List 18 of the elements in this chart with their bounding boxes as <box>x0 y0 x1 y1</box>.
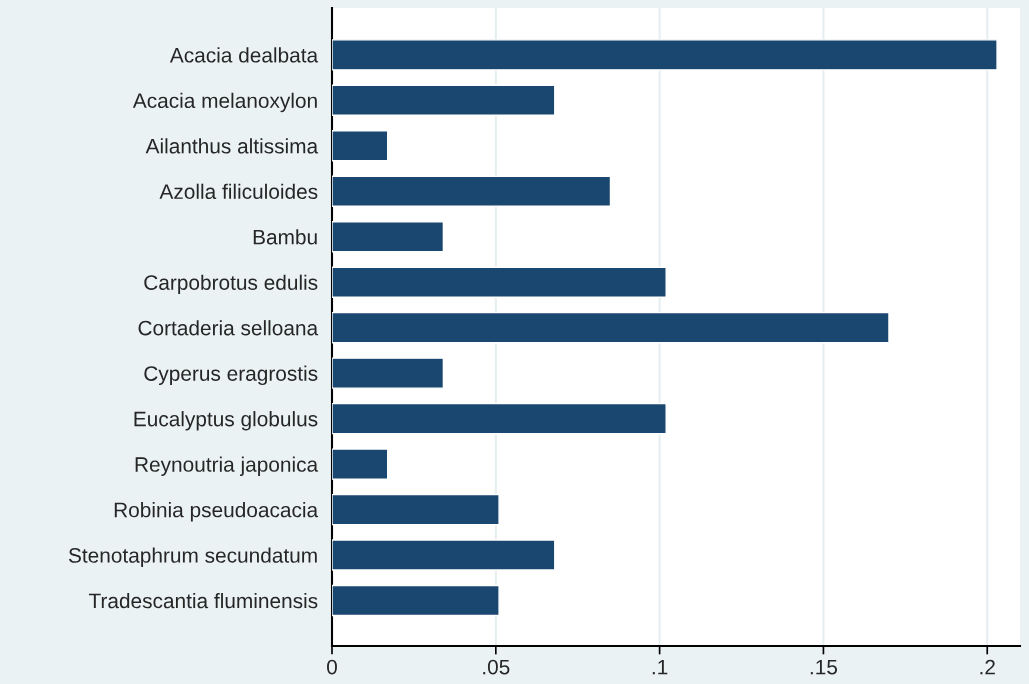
y-tick-label: Cortaderia selloana <box>138 320 319 336</box>
x-tick-label: .15 <box>810 659 838 675</box>
y-tick-label: Robinia pseudoacacia <box>114 502 319 522</box>
y-tick-label: Cyperus eragrostis <box>144 365 318 386</box>
y-tick-label: Reynoutria japonica <box>135 456 319 476</box>
x-tick-label: .1 <box>652 659 668 675</box>
y-tick-label: Ailanthus altissima <box>145 138 319 154</box>
y-tick-label: Acacia dealbata <box>169 47 319 63</box>
y-tick-label: Stenotaphrum secundatum <box>68 547 317 567</box>
x-tick-label: .05 <box>483 659 510 675</box>
y-tick-label: Carpobrotus edulis <box>144 274 318 295</box>
y-tick-label: Acacia melanoxylon <box>132 92 317 113</box>
y-tick-label: Bambu <box>253 229 317 245</box>
x-tick-label: .2 <box>980 659 995 675</box>
y-tick-label: Tradescantia fluminensis <box>88 592 318 609</box>
y-tick-label: Azolla filiculoides <box>159 183 318 200</box>
y-tick-label: Eucalyptus globulus <box>134 411 318 431</box>
x-tick-label: 0 <box>327 659 337 675</box>
